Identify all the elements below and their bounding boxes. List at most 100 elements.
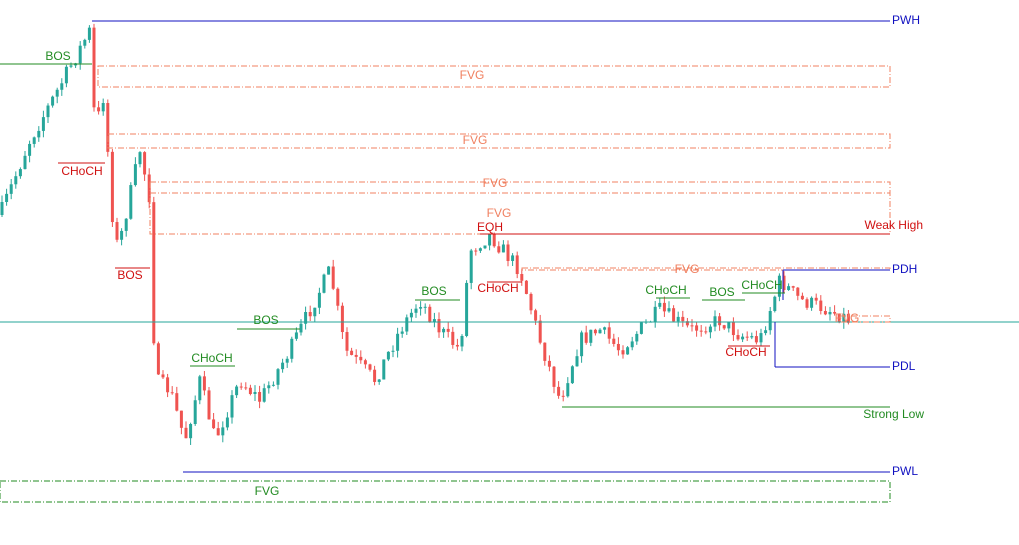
candle-body — [773, 296, 777, 312]
candle-body — [695, 325, 699, 331]
candle-body — [271, 384, 275, 386]
candle-body — [805, 299, 809, 308]
candle-body — [340, 305, 344, 333]
candle-body — [46, 105, 50, 118]
candle-body — [598, 329, 602, 334]
candle-body — [212, 419, 216, 429]
structure-label: BOS — [709, 285, 734, 299]
candle-body — [189, 424, 193, 439]
candle-body — [354, 354, 358, 357]
candle-body — [304, 312, 308, 324]
candle-body — [290, 338, 294, 359]
fvg-zone — [97, 65, 891, 88]
candle-body — [5, 193, 9, 203]
overlay: FVG FVG FVG FVG FVG FVG FVG PWH Weak High PDH PDL S… — [0, 13, 1019, 503]
candle-body — [796, 287, 800, 296]
candle-body — [511, 255, 515, 261]
candle-body — [506, 244, 510, 261]
candle-body — [363, 360, 367, 365]
candles — [0, 23, 850, 445]
candle-body — [317, 292, 321, 308]
candle-body — [814, 297, 818, 301]
candle-body — [414, 308, 418, 313]
structure-label: BOS — [421, 284, 446, 298]
fvg-label: FVG — [460, 68, 485, 82]
candle-body — [373, 369, 377, 382]
candle-body — [253, 391, 257, 395]
candle-body — [9, 184, 13, 194]
candle-body — [584, 332, 588, 343]
candle-body — [28, 143, 32, 156]
candle-body — [64, 66, 68, 84]
candle-body — [322, 274, 326, 293]
candle-body — [612, 338, 616, 344]
candle-body — [299, 323, 303, 333]
candle-body — [819, 300, 823, 311]
candle-body — [561, 395, 565, 397]
candle-body — [547, 360, 551, 367]
candle-body — [281, 362, 285, 370]
candle-body — [267, 385, 271, 389]
candle-body — [768, 311, 772, 331]
candle-body — [777, 275, 781, 297]
fvg-label: FVG — [675, 262, 700, 276]
structure-label: CHoCH — [477, 281, 518, 295]
candle-body — [837, 313, 841, 323]
candle-body — [515, 255, 519, 275]
candle-body — [708, 326, 712, 333]
candle-body — [193, 400, 197, 425]
candle-body — [97, 107, 101, 112]
candle-body — [239, 386, 243, 388]
candle-body — [810, 297, 814, 308]
candle-body — [570, 366, 574, 384]
candle-body — [718, 316, 722, 326]
candle-body — [823, 310, 827, 315]
candle-body — [501, 244, 505, 253]
candle-body — [276, 369, 280, 385]
candle-body — [455, 344, 459, 347]
candle-body — [580, 332, 584, 357]
candle-body — [262, 388, 266, 402]
candle-body — [143, 152, 147, 175]
fvg-label: FVG — [835, 311, 860, 325]
candle-body — [846, 313, 850, 323]
candle-body — [55, 89, 59, 97]
candle-body — [465, 282, 469, 336]
candle-body — [308, 312, 312, 317]
candle-body — [37, 130, 41, 138]
candle-body — [442, 328, 446, 333]
candle-body — [345, 332, 349, 351]
candle-body — [244, 387, 248, 389]
candle-body — [396, 333, 400, 351]
candle-body — [423, 306, 427, 308]
candle-body — [391, 350, 395, 352]
fvg-label: FVG — [487, 206, 512, 220]
candle-body — [409, 312, 413, 318]
candle-body — [800, 295, 804, 300]
candle-body — [170, 392, 174, 394]
structure-label: EQH — [477, 220, 503, 234]
candle-body — [791, 286, 795, 288]
candle-body — [639, 322, 643, 334]
candle-body — [842, 313, 846, 323]
candle-body — [658, 302, 662, 307]
candle-body — [713, 316, 717, 327]
candle-body — [621, 350, 625, 355]
candle-body — [285, 358, 289, 363]
candle-body — [115, 222, 119, 240]
candle-body — [198, 376, 202, 401]
candle-body — [741, 336, 745, 340]
fvg-zone — [0, 480, 891, 503]
candle-body — [492, 233, 496, 247]
candle-body — [566, 383, 570, 397]
candle-body — [83, 39, 87, 46]
structure-label: BOS — [117, 268, 142, 282]
candle-body — [147, 174, 151, 203]
candle-body — [51, 96, 55, 106]
fvg-zone — [149, 192, 891, 235]
candle-body — [782, 275, 786, 290]
candle-body — [419, 307, 423, 309]
candle-body — [534, 310, 538, 321]
